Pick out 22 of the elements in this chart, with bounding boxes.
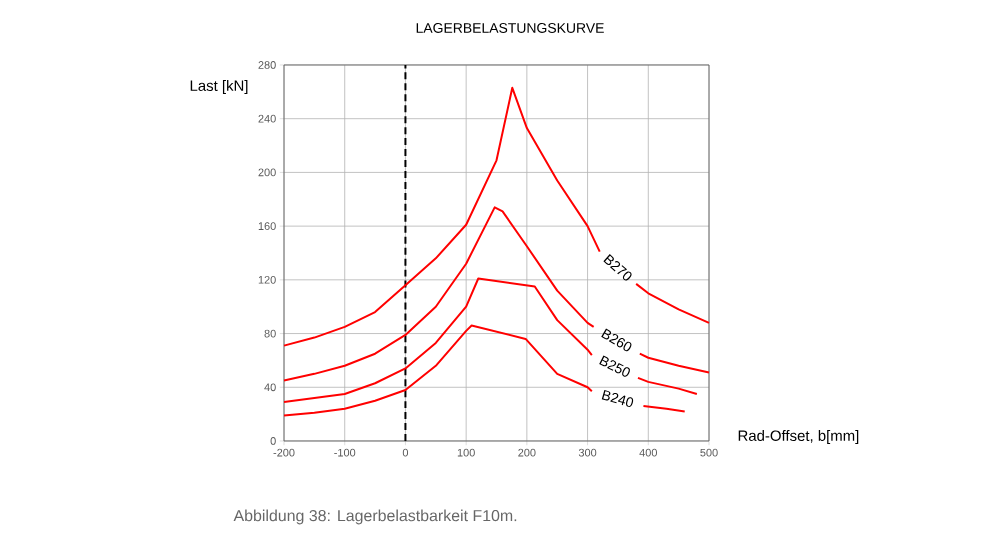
y-tick-label: 160 xyxy=(258,222,276,231)
y-tick-label: 280 xyxy=(258,61,276,69)
x-tick-label: 400 xyxy=(639,448,657,457)
x-tick-label: 0 xyxy=(402,448,409,457)
y-axis-title: Last [kN] xyxy=(190,80,248,94)
text: Abbildung 38: Lagerbelastbarkeit F10m. xyxy=(233,509,517,525)
chart-title: LAGERBELASTUNGSKURVE xyxy=(416,23,604,33)
y-tick-label: 40 xyxy=(264,383,276,392)
x-tick-label: 100 xyxy=(457,448,475,457)
y-tick-label: 120 xyxy=(258,275,276,284)
x-axis-title: Rad-Offset, b[mm] xyxy=(738,430,859,444)
y-tick-label: 80 xyxy=(264,329,276,338)
x-tick-label: -200 xyxy=(273,448,295,457)
y-tick-label: 240 xyxy=(258,114,276,123)
y-tick-label: 200 xyxy=(258,168,276,177)
x-tick-label: 300 xyxy=(578,448,597,457)
x-tick-label: 500 xyxy=(700,448,718,457)
x-tick-label: 200 xyxy=(518,448,536,457)
y-tick-label: 0 xyxy=(270,437,276,445)
text: B250 xyxy=(599,355,630,377)
x-tick-label: -100 xyxy=(334,448,356,457)
text: B240 xyxy=(601,389,634,407)
